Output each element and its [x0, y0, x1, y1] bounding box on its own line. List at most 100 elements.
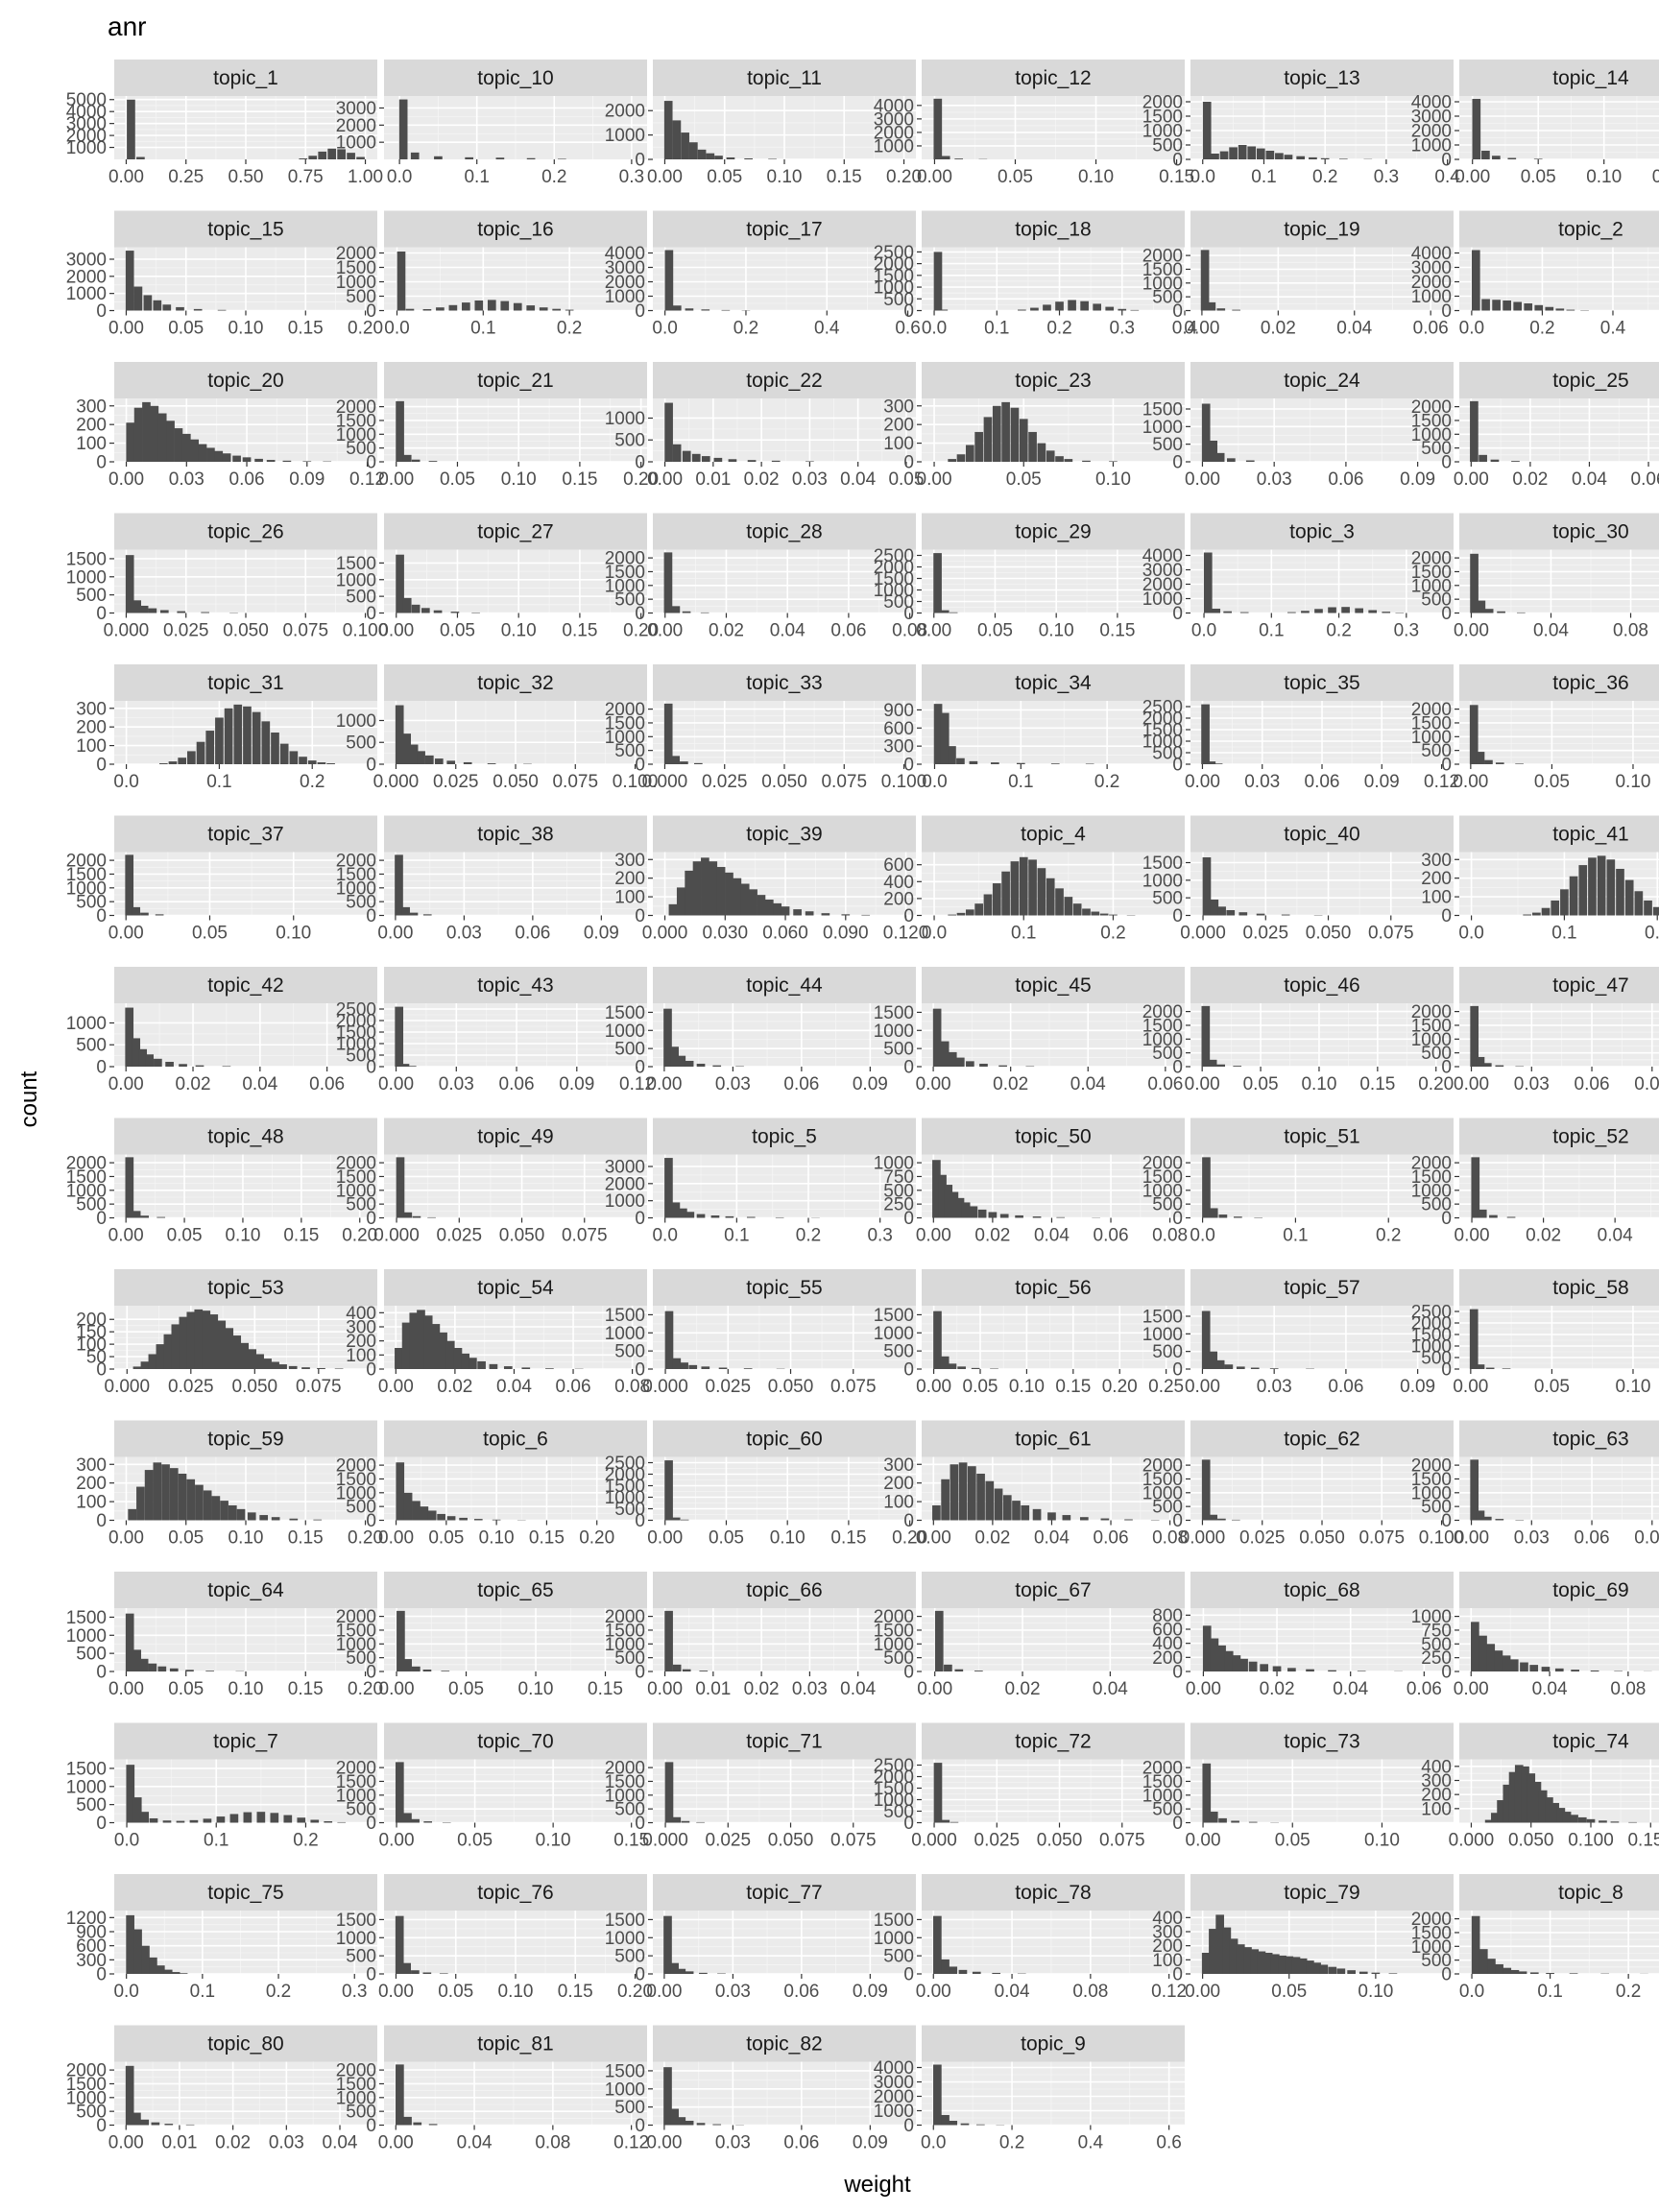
histogram-bar: [965, 909, 974, 916]
y-tick-label: 0: [1172, 1965, 1183, 1985]
y-tick-label: 200: [76, 416, 107, 436]
panel-background: [384, 852, 647, 916]
histogram-bar: [453, 1348, 463, 1369]
panel-background: [1459, 96, 1659, 159]
facet-strip: [653, 664, 916, 701]
histogram-bar: [1257, 1951, 1266, 1974]
y-tick-label: 1000: [1142, 1030, 1183, 1050]
histogram-bar: [664, 250, 674, 311]
facet-strip: [1459, 1420, 1659, 1457]
y-tick-label: 2000: [66, 1154, 107, 1174]
histogram-bar: [1644, 900, 1652, 916]
histogram-bar: [156, 1344, 165, 1369]
facet-strip: [922, 1722, 1185, 1760]
y-tick-label: 0: [366, 1965, 376, 1985]
histogram-bar: [450, 612, 460, 613]
histogram-bar: [960, 2123, 970, 2126]
y-tick-label: 0: [1172, 1360, 1183, 1381]
x-tick-label: 0.10: [498, 1982, 534, 2002]
x-tick-label: 0.2: [293, 1831, 318, 1851]
histogram-bar: [194, 1309, 204, 1369]
histogram-bar: [1556, 1808, 1566, 1823]
histogram-bar: [412, 1501, 421, 1521]
histogram-bar: [446, 1516, 456, 1521]
y-tick-label: 0: [366, 756, 376, 776]
x-tick-label: 0.09: [1400, 469, 1435, 490]
histogram-bar: [681, 1820, 690, 1823]
panel-background: [114, 1759, 377, 1823]
histogram-bar: [155, 914, 164, 916]
x-tick-label: 0.0: [1459, 1982, 1484, 2002]
histogram-bar: [431, 1324, 441, 1369]
facet-panel: topic_14010002000300040000.000.050.100.1…: [1411, 60, 1659, 187]
histogram-bar: [701, 456, 710, 462]
histogram-bar: [747, 460, 757, 462]
facet-panel: topic_2505001000150020000.000.020.040.06…: [1411, 362, 1659, 490]
x-tick-label: 0.05: [1243, 1074, 1279, 1094]
y-tick-label: 300: [1152, 1923, 1183, 1943]
y-tick-label: 300: [76, 1455, 107, 1476]
x-tick-label: 0.00: [1454, 469, 1489, 490]
x-tick-label: 0.15: [613, 1831, 649, 1851]
histogram-bar: [140, 912, 149, 916]
y-tick-label: 500: [76, 1795, 107, 1815]
y-tick-label: 3000: [336, 99, 376, 119]
histogram-bar: [1222, 1927, 1232, 1974]
histogram-bar: [140, 2119, 150, 2126]
histogram-bar: [434, 758, 444, 764]
y-tick-label: 500: [1421, 1044, 1452, 1064]
histogram-bar: [439, 1332, 447, 1369]
histogram-bar: [1476, 1364, 1485, 1369]
histogram-bar: [1037, 868, 1046, 916]
histogram-bar: [932, 1008, 942, 1067]
facet-strip: [384, 210, 647, 248]
y-tick-label: 1500: [1142, 260, 1183, 280]
x-tick-label: 0.1: [1008, 772, 1033, 792]
histogram-bar: [956, 454, 966, 462]
panel-background: [922, 1003, 1185, 1067]
histogram-bar: [1511, 461, 1520, 462]
y-tick-label: 1000: [1142, 418, 1183, 438]
histogram-bar: [1202, 1157, 1211, 1218]
histogram-bar: [174, 428, 183, 462]
y-tick-label: 200: [1421, 1786, 1452, 1806]
histogram-bar: [1247, 146, 1257, 159]
histogram-bar: [950, 1464, 959, 1521]
histogram-bar: [664, 1158, 673, 1218]
histogram-bar: [1032, 1508, 1042, 1521]
y-tick-label: 1000: [874, 1324, 914, 1344]
histogram-bar: [1523, 914, 1532, 916]
x-tick-label: 0.00: [647, 1679, 683, 1699]
facet-strip: [1459, 815, 1659, 853]
facet-strip: [1190, 815, 1454, 853]
y-tick-label: 0: [1172, 1814, 1183, 1834]
histogram-bar: [469, 1358, 477, 1369]
histogram-bar: [179, 1973, 188, 1974]
histogram-bar: [1566, 309, 1575, 311]
histogram-bar: [1490, 459, 1500, 462]
x-tick-label: 0.10: [767, 167, 803, 187]
x-tick-label: 0.4: [814, 319, 840, 339]
histogram-bar: [805, 911, 814, 916]
facet-strip: [653, 1118, 916, 1155]
y-tick-label: 400: [883, 873, 914, 893]
histogram-bar: [282, 460, 292, 462]
histogram-bar: [988, 1212, 998, 1218]
x-tick-label: 0.1: [204, 1831, 228, 1851]
x-tick-label: 0.06: [1631, 469, 1659, 490]
x-tick-label: 0.0: [922, 319, 947, 339]
facet-strip-label: topic_77: [746, 1882, 822, 1904]
x-tick-label: 0.02: [1526, 1226, 1561, 1246]
x-tick-label: 0.00: [1453, 1377, 1488, 1397]
histogram-bar: [526, 157, 536, 159]
histogram-bar: [139, 605, 149, 613]
x-tick-label: 0.12: [613, 2133, 649, 2153]
y-tick-label: 0: [1172, 906, 1183, 926]
x-tick-label: 0.03: [715, 1982, 751, 2002]
histogram-bar: [932, 1504, 941, 1521]
histogram-bar: [1019, 856, 1028, 916]
histogram-bar: [663, 1915, 672, 1974]
histogram-bar: [420, 1506, 429, 1521]
histogram-bar: [1223, 611, 1232, 613]
